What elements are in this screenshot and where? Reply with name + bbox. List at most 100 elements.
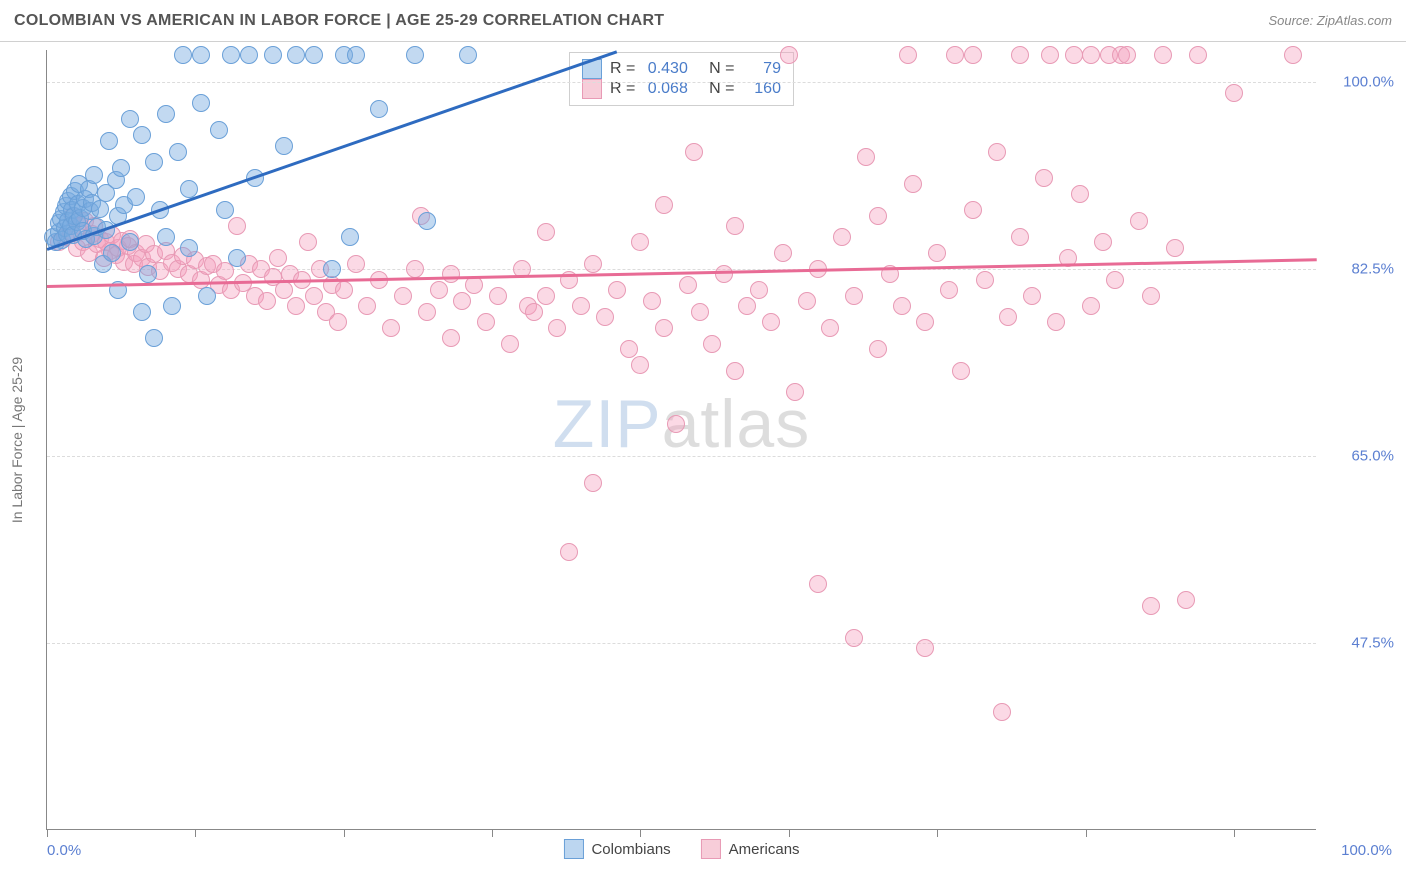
scatter-point xyxy=(91,200,109,218)
scatter-point xyxy=(916,639,934,657)
scatter-point xyxy=(459,46,477,64)
x-tick xyxy=(1086,829,1087,837)
scatter-point xyxy=(222,46,240,64)
scatter-point xyxy=(269,249,287,267)
scatter-point xyxy=(1047,313,1065,331)
scatter-point xyxy=(157,228,175,246)
scatter-point xyxy=(442,265,460,283)
scatter-point xyxy=(121,110,139,128)
scatter-point xyxy=(899,46,917,64)
chart-source: Source: ZipAtlas.com xyxy=(1268,13,1392,28)
scatter-point xyxy=(1154,46,1172,64)
scatter-point xyxy=(133,303,151,321)
scatter-point xyxy=(738,297,756,315)
scatter-point xyxy=(406,46,424,64)
watermark-zip: ZIP xyxy=(553,386,662,462)
scatter-point xyxy=(275,137,293,155)
legend-item: Americans xyxy=(701,839,800,859)
scatter-point xyxy=(548,319,566,337)
scatter-point xyxy=(192,46,210,64)
scatter-point xyxy=(210,121,228,139)
x-tick xyxy=(1234,829,1235,837)
gridline xyxy=(47,456,1316,457)
scatter-point xyxy=(798,292,816,310)
scatter-point xyxy=(489,287,507,305)
scatter-point xyxy=(964,201,982,219)
scatter-point xyxy=(121,233,139,251)
scatter-point xyxy=(418,212,436,230)
scatter-point xyxy=(685,143,703,161)
scatter-point xyxy=(726,217,744,235)
scatter-point xyxy=(572,297,590,315)
scatter-point xyxy=(780,46,798,64)
scatter-point xyxy=(103,244,121,262)
stats-legend-row: R = 0.430 N = 79 xyxy=(582,59,781,79)
scatter-point xyxy=(525,303,543,321)
scatter-point xyxy=(869,207,887,225)
scatter-point xyxy=(442,329,460,347)
x-tick xyxy=(344,829,345,837)
scatter-point xyxy=(726,362,744,380)
scatter-point xyxy=(667,415,685,433)
x-tick xyxy=(937,829,938,837)
scatter-point xyxy=(329,313,347,331)
trend-line xyxy=(47,50,618,250)
scatter-point xyxy=(833,228,851,246)
scatter-point xyxy=(809,575,827,593)
scatter-point xyxy=(904,175,922,193)
scatter-point xyxy=(750,281,768,299)
legend-n-label: N = xyxy=(696,60,739,78)
scatter-point xyxy=(679,276,697,294)
scatter-point xyxy=(305,46,323,64)
scatter-point xyxy=(305,287,323,305)
scatter-point xyxy=(287,46,305,64)
scatter-point xyxy=(258,292,276,310)
scatter-point xyxy=(1166,239,1184,257)
scatter-point xyxy=(940,281,958,299)
scatter-point xyxy=(1071,185,1089,203)
scatter-point xyxy=(406,260,424,278)
x-tick xyxy=(789,829,790,837)
scatter-point xyxy=(192,94,210,112)
series-legend: Colombians Americans xyxy=(563,839,799,859)
legend-n-value: 79 xyxy=(747,60,781,78)
legend-r-label: R = xyxy=(610,60,640,78)
scatter-point xyxy=(85,166,103,184)
scatter-point xyxy=(946,46,964,64)
scatter-point xyxy=(988,143,1006,161)
scatter-point xyxy=(465,276,483,294)
scatter-point xyxy=(501,335,519,353)
scatter-point xyxy=(169,143,187,161)
scatter-point xyxy=(560,543,578,561)
scatter-point xyxy=(631,356,649,374)
x-tick xyxy=(640,829,641,837)
stats-legend: R = 0.430 N = 79R = 0.068 N = 160 xyxy=(569,52,794,106)
scatter-point xyxy=(228,217,246,235)
scatter-point xyxy=(347,255,365,273)
legend-r-value: 0.430 xyxy=(648,60,688,78)
scatter-point xyxy=(928,244,946,262)
scatter-point xyxy=(893,297,911,315)
scatter-point xyxy=(418,303,436,321)
legend-swatch xyxy=(701,839,721,859)
scatter-point xyxy=(299,233,317,251)
scatter-point xyxy=(477,313,495,331)
y-tick-label: 65.0% xyxy=(1324,448,1394,465)
x-axis-max-label: 100.0% xyxy=(1341,842,1392,859)
scatter-point xyxy=(335,281,353,299)
legend-label: Americans xyxy=(729,841,800,858)
scatter-point xyxy=(1023,287,1041,305)
scatter-point xyxy=(1142,597,1160,615)
scatter-point xyxy=(100,132,118,150)
scatter-point xyxy=(1082,46,1100,64)
scatter-point xyxy=(869,340,887,358)
legend-item: Colombians xyxy=(563,839,670,859)
scatter-point xyxy=(1035,169,1053,187)
scatter-point xyxy=(655,319,673,337)
scatter-point xyxy=(1041,46,1059,64)
scatter-point xyxy=(157,105,175,123)
gridline xyxy=(47,82,1316,83)
scatter-point xyxy=(643,292,661,310)
scatter-point xyxy=(240,46,258,64)
scatter-point xyxy=(762,313,780,331)
